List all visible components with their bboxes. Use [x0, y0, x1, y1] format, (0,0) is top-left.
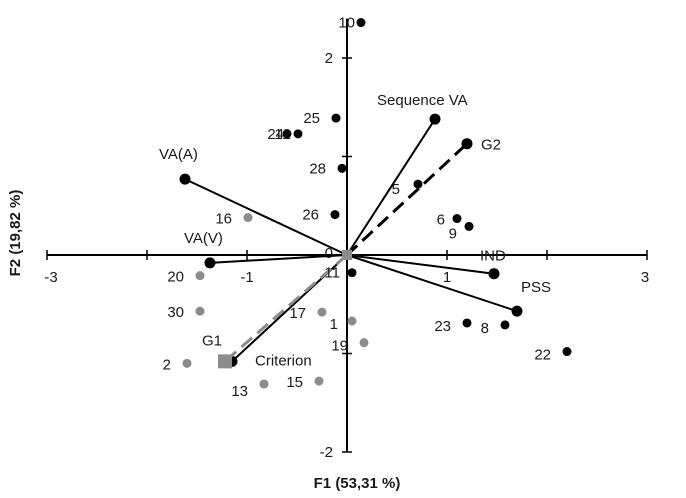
point-label: 8 — [481, 320, 489, 337]
point-label: 26 — [302, 207, 319, 224]
vector-line — [209, 254, 348, 264]
point-label: 1 — [330, 316, 338, 333]
point-label: 5 — [392, 181, 400, 198]
variable-label: VA(V) — [184, 230, 223, 247]
active-point — [347, 268, 357, 278]
variable-label: Sequence VA — [377, 92, 468, 109]
y-tick-label: 2 — [325, 50, 333, 67]
vector-line — [345, 142, 469, 257]
vector-end-marker — [204, 257, 216, 269]
active-point — [356, 18, 366, 28]
vector-line — [224, 253, 348, 363]
supplementary-point — [314, 376, 324, 386]
observation-points — [182, 18, 572, 389]
active-point — [500, 320, 510, 330]
variable-label: Criterion — [255, 352, 312, 369]
x-tick-label: -1 — [240, 269, 253, 286]
y-axis-title: F2 (19,82 %) — [7, 190, 24, 277]
point-label: 19 — [331, 338, 348, 355]
point-label: 23 — [434, 318, 451, 335]
y-tick-label: 0 — [325, 245, 333, 262]
point-label: 10 — [338, 15, 355, 32]
point-label: 25 — [303, 110, 320, 127]
active-point — [452, 214, 462, 224]
point-label: 22 — [534, 347, 551, 364]
variable-label: VA(A) — [159, 146, 198, 163]
point-label: 16 — [215, 211, 232, 228]
x-tick-label: 1 — [443, 269, 451, 286]
active-point — [464, 221, 474, 231]
point-label: 12 — [274, 126, 291, 143]
point-label: 28 — [309, 160, 326, 177]
supplementary-point — [347, 316, 357, 326]
active-point — [462, 318, 472, 328]
variable-label: G1 — [202, 332, 222, 349]
point-label: 6 — [437, 212, 445, 229]
point-label: 24 — [267, 126, 284, 143]
supplementary-point — [243, 213, 253, 223]
active-point — [413, 179, 423, 189]
axes: -3 -1 1 320-2 — [44, 18, 649, 461]
vector-line — [184, 178, 348, 256]
point-label: 17 — [289, 305, 306, 322]
point-label: 2 — [163, 356, 171, 373]
x-tick-label: 3 — [641, 269, 649, 286]
active-point — [337, 163, 347, 173]
y-tick-label: -2 — [320, 444, 333, 461]
active-point — [293, 129, 303, 139]
supplementary-point — [259, 379, 269, 389]
vector-line — [346, 254, 495, 275]
active-point — [282, 129, 292, 139]
vector-end-marker — [511, 305, 523, 317]
active-point — [562, 347, 572, 357]
vector-line — [346, 118, 436, 256]
point-label: 11 — [324, 265, 340, 282]
variable-label: G2 — [481, 137, 501, 154]
supplementary-point — [182, 358, 192, 368]
x-tick-label: -3 — [44, 269, 57, 286]
variable-label: IND — [480, 248, 506, 265]
vector-end-marker — [179, 173, 191, 185]
supplementary-point — [195, 306, 205, 316]
supplementary-point — [359, 338, 369, 348]
x-axis-title: F1 (53,31 %) — [314, 475, 401, 492]
vector-end-marker — [218, 354, 232, 369]
supplementary-point — [317, 307, 327, 317]
vector-end-marker — [461, 138, 473, 150]
variable-vectors — [179, 113, 523, 369]
supplementary-point — [195, 271, 205, 281]
active-point — [330, 210, 340, 220]
variable-label: PSS — [521, 279, 551, 296]
point-label: 15 — [286, 374, 303, 391]
vector-line — [346, 254, 518, 313]
active-point — [331, 113, 341, 123]
vector-end-marker — [488, 268, 500, 280]
point-labels: Sequence VA G2 VA(A) VA(V) IND PSS G1 Criterion… — [159, 15, 551, 400]
point-label: 20 — [167, 269, 184, 286]
point-label: 9 — [449, 225, 457, 242]
point-label: 30 — [167, 304, 184, 321]
origin-marker — [342, 250, 352, 260]
point-label: 13 — [231, 383, 248, 400]
vector-end-marker — [429, 113, 441, 125]
